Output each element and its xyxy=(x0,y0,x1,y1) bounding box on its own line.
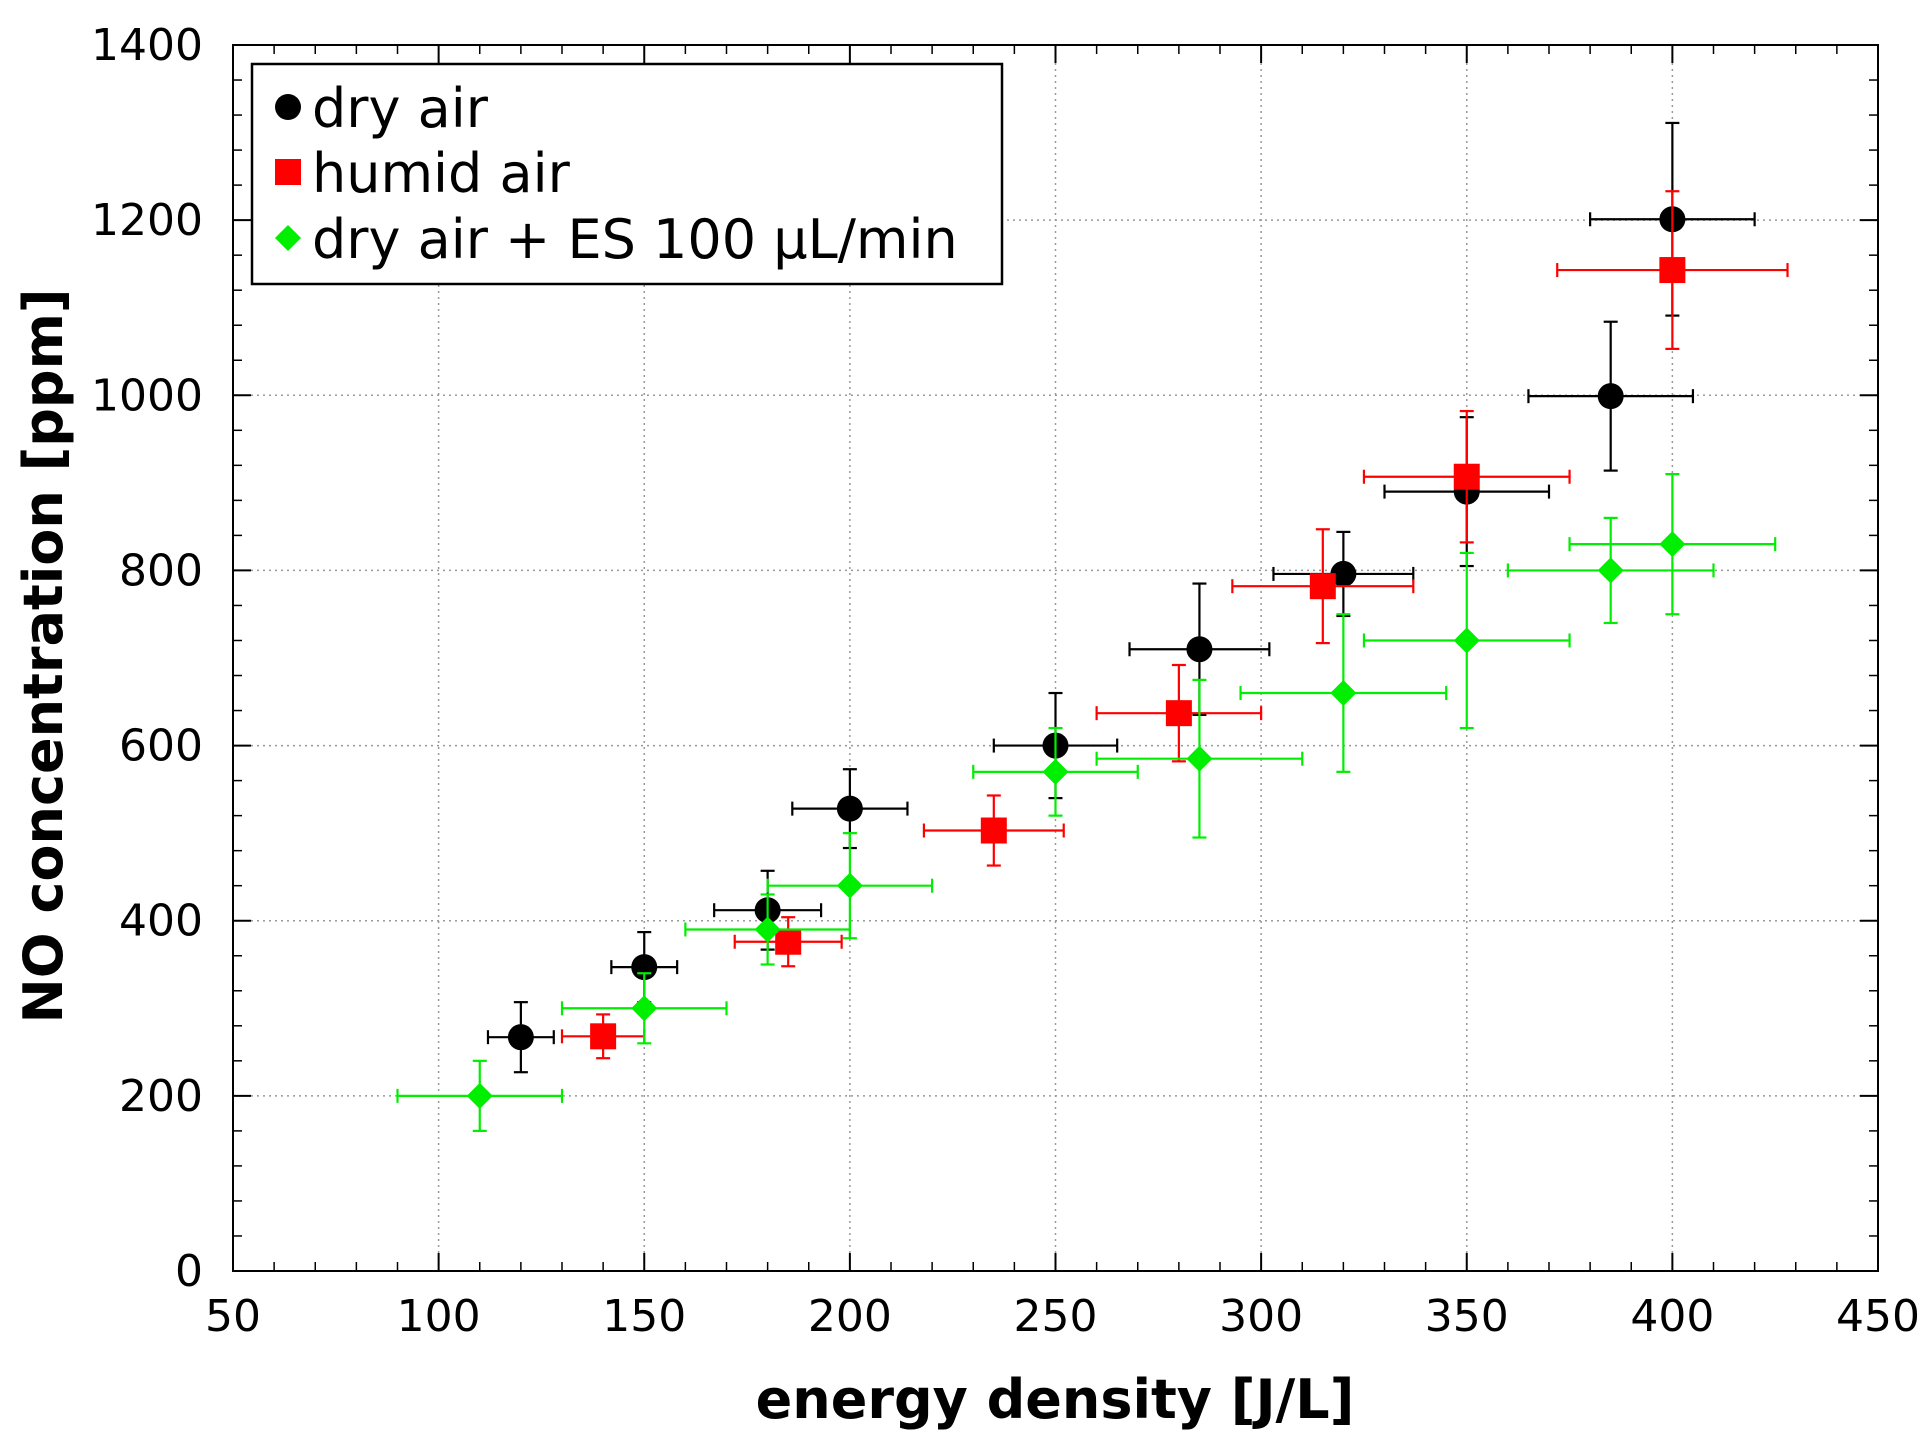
x-tick-label: 150 xyxy=(602,1291,686,1342)
data-point xyxy=(1506,516,1715,625)
square-marker xyxy=(980,817,1007,844)
x-tick-label: 50 xyxy=(205,1291,261,1342)
diamond-marker xyxy=(836,872,863,899)
y-tick-label: 1000 xyxy=(91,370,203,421)
plot-frame xyxy=(232,44,1879,1272)
circle-marker xyxy=(1186,636,1213,663)
y-tick-label: 200 xyxy=(119,1071,203,1122)
diamond-marker xyxy=(1659,531,1686,558)
minor-ticks xyxy=(233,45,1878,1271)
series-diamond xyxy=(396,473,1777,1132)
y-tick-label: 1200 xyxy=(91,195,203,246)
diamond-marker xyxy=(631,995,658,1022)
diamond-marker xyxy=(1186,745,1213,772)
x-tick-label: 250 xyxy=(1014,1291,1098,1342)
diamond-marker xyxy=(1042,758,1069,785)
y-tick-label: 800 xyxy=(119,545,203,596)
diamond-marker xyxy=(1330,680,1357,707)
diamond-marker xyxy=(754,916,781,943)
x-tick-label: 350 xyxy=(1425,1291,1509,1342)
legend-box xyxy=(250,62,1004,286)
legend-label: dry air + ES 100 µL/min xyxy=(312,208,958,271)
square-marker xyxy=(1659,257,1686,284)
circle-marker xyxy=(507,1024,534,1051)
data-point xyxy=(684,893,851,966)
data-point xyxy=(766,832,934,940)
legend-label: dry air xyxy=(312,77,489,140)
circle-marker xyxy=(1330,560,1357,587)
data-point xyxy=(1527,320,1695,472)
square-marker xyxy=(1165,700,1192,727)
data-point xyxy=(1362,409,1571,544)
y-axis-title: NO concentration [ppm] xyxy=(12,288,75,1023)
x-tick-label: 450 xyxy=(1836,1291,1920,1342)
data-point xyxy=(560,1013,646,1060)
data-point xyxy=(972,726,1139,817)
diamond-marker xyxy=(1597,557,1624,584)
data-point xyxy=(396,1059,564,1132)
x-tick-label: 400 xyxy=(1630,1291,1714,1342)
data-point xyxy=(1272,530,1415,618)
legend-entry: humid air xyxy=(275,142,571,205)
series xyxy=(396,121,1789,1132)
data-point xyxy=(1095,663,1263,763)
legend-diamond-marker xyxy=(275,225,301,251)
legend-label: humid air xyxy=(312,142,571,205)
circle-marker xyxy=(1597,383,1624,410)
data-point xyxy=(1239,613,1448,773)
square-marker xyxy=(1309,573,1336,600)
x-tick-label: 100 xyxy=(397,1291,481,1342)
y-tick-label: 600 xyxy=(119,721,203,772)
data-point xyxy=(922,794,1065,867)
square-marker xyxy=(1453,463,1480,490)
legend-entry: dry air + ES 100 µL/min xyxy=(275,208,958,271)
legend-entry: dry air xyxy=(275,77,489,140)
circle-marker xyxy=(836,795,863,822)
data-point xyxy=(560,972,728,1045)
square-marker xyxy=(775,928,802,955)
x-tick-label: 200 xyxy=(808,1291,892,1342)
legend-circle-marker xyxy=(275,94,301,120)
data-point xyxy=(1095,678,1304,839)
x-axis-title: energy density [J/L] xyxy=(756,1368,1355,1431)
data-point xyxy=(1231,528,1415,645)
data-point xyxy=(1568,473,1777,616)
y-tick-label: 400 xyxy=(119,896,203,947)
data-point xyxy=(1362,551,1571,730)
x-tick-label: 300 xyxy=(1219,1291,1303,1342)
data-point xyxy=(791,768,909,850)
diamond-marker xyxy=(466,1082,493,1109)
data-point xyxy=(1556,190,1789,350)
tick-labels: 50 100 150 200 250 300 350 400 450 0 200 400 600 800 1… xyxy=(91,20,1920,1342)
y-tick-label: 0 xyxy=(175,1246,203,1297)
legend-square-marker xyxy=(275,159,301,185)
data-point xyxy=(733,916,843,968)
square-marker xyxy=(590,1023,617,1050)
data-point xyxy=(486,1001,555,1074)
series-square xyxy=(560,190,1789,1060)
diamond-marker xyxy=(1453,627,1480,654)
y-tick-label: 1400 xyxy=(91,20,203,71)
